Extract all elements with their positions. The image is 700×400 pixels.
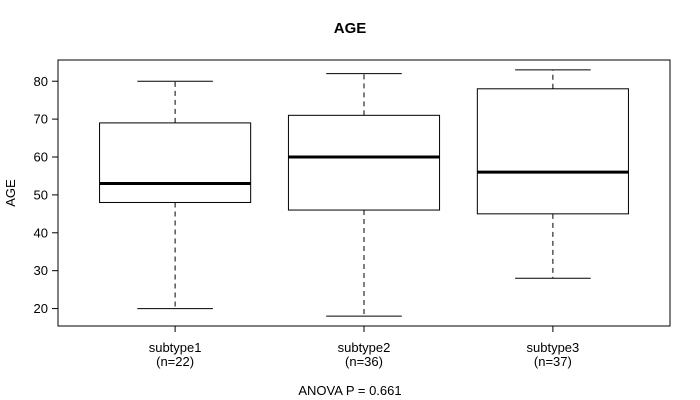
x-tick-label-subtype1: subtype1 (149, 340, 202, 355)
box-subtype2 (287, 114, 441, 211)
y-axis-tick-label: 70 (34, 112, 48, 127)
box-subtype3 (476, 88, 629, 215)
x-tick-sublabel-subtype3: (n=37) (534, 354, 572, 369)
y-axis-tick-label: 30 (34, 263, 48, 278)
anova-footer: ANOVA P = 0.661 (298, 383, 401, 398)
y-axis-tick-label: 60 (34, 150, 48, 165)
box-subtype1 (99, 122, 252, 203)
y-axis-tick-label: 20 (34, 301, 48, 316)
x-tick-sublabel-subtype1: (n=22) (156, 354, 194, 369)
x-tick-label-subtype2: subtype2 (338, 340, 391, 355)
y-axis-tick-label: 80 (34, 74, 48, 89)
y-axis-label: AGE (3, 179, 18, 207)
y-axis-tick-label: 40 (34, 225, 48, 240)
x-tick-label-subtype3: subtype3 (527, 340, 580, 355)
y-axis-tick-label: 50 (34, 187, 48, 202)
plot-area: 20304050607080subtype1(n=22)subtype2(n=3… (34, 59, 671, 369)
chart-title: AGE (334, 20, 367, 37)
x-tick-sublabel-subtype2: (n=36) (345, 354, 383, 369)
